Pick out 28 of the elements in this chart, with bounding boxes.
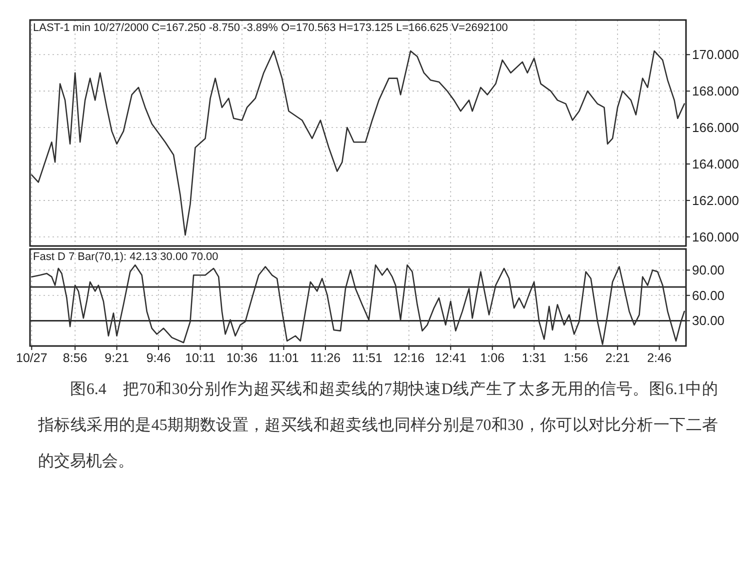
x-tick-label: 10:36 [226,351,258,365]
x-tick-label: 11:51 [352,351,382,365]
y-tick-label: 160.000 [692,229,739,244]
x-tick-label: 8:56 [62,351,88,365]
y-tick-label: 90.00 [692,262,725,278]
x-tick-label: 12:41 [435,351,466,365]
chart-title: Fast D 7 Bar(70,1): 42.13 30.00 70.00 [33,251,218,263]
y-tick-label: 30.00 [692,313,725,328]
x-tick-label: 10:11 [185,351,216,365]
x-tick-label: 2:46 [647,351,672,365]
chart-title: LAST-1 min 10/27/2000 C=167.250 -8.750 -3.89% O=170.563 H=173.125 L=166.625 V=2692100 [33,22,508,34]
x-tick-label: 1:06 [480,351,505,365]
x-tick-label: 10/27 [16,351,48,365]
x-tick-label: 1:31 [522,351,546,365]
x-tick-label: 11:01 [268,351,299,365]
y-tick-label: 168.000 [692,84,739,99]
x-tick-label: 11:26 [310,351,341,365]
y-tick-label: 170.000 [692,47,739,62]
y-tick-label: 60.00 [692,288,725,303]
y-tick-label: 166.000 [692,120,739,136]
x-tick-label: 12:16 [393,351,425,365]
caption: 图6.4 把70和30分别作为超买线和超卖线的7期快速D线产生了太多无用的信号。图6.1中的指标线采用的是45期期数设置，超买线和超卖线也同样分别是70和30，你可以对比分析一下二者的交易机会。 [38,380,718,472]
x-tick-label: 2:21 [605,351,630,365]
x-tick-label: 9:21 [104,351,130,365]
x-tick-label: 1:56 [564,351,588,365]
y-tick-label: 164.000 [692,156,739,172]
x-tick-label: 9:46 [146,351,171,365]
y-tick-label: 162.000 [692,192,739,208]
